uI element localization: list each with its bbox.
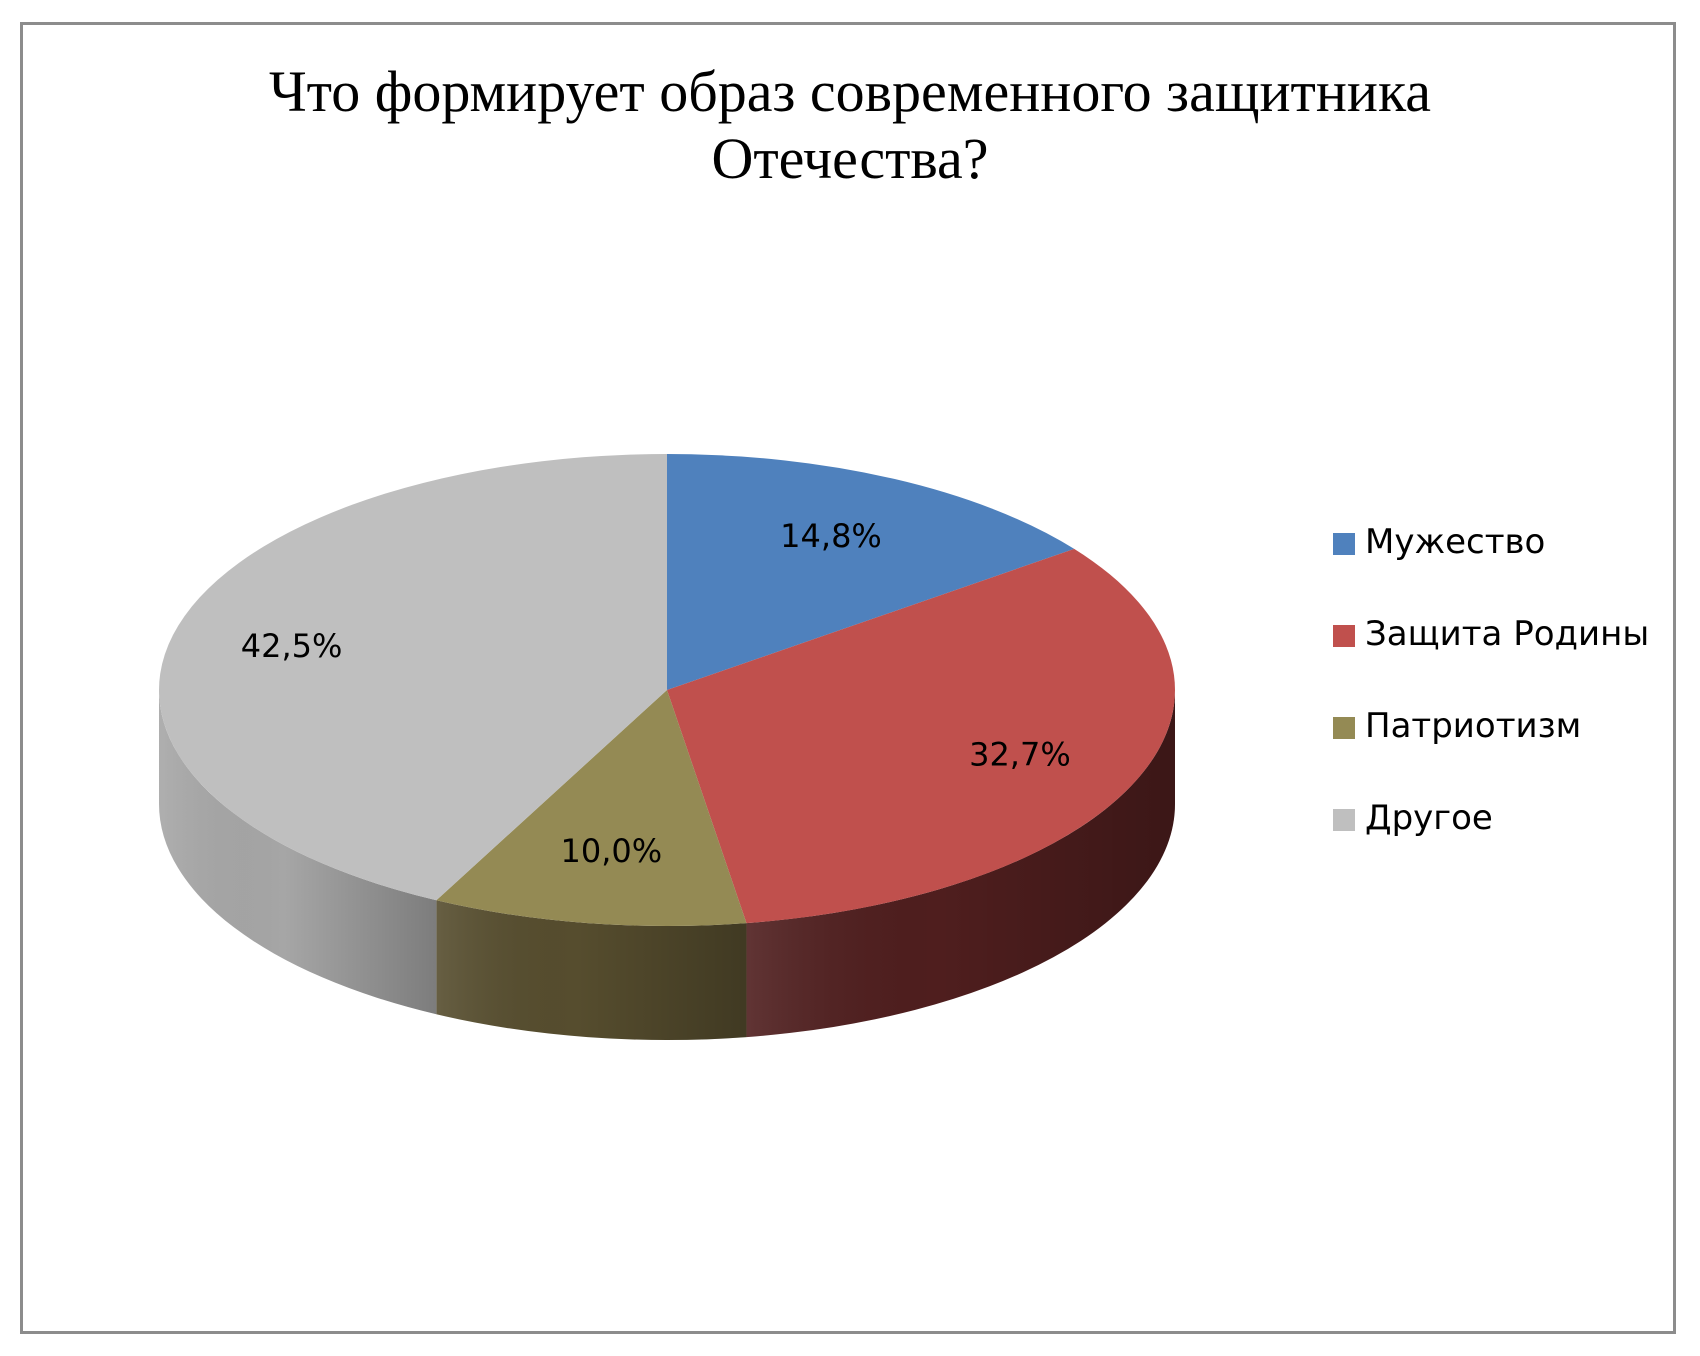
pie-data-labels: 14,8% 32,7% 10,0% 42,5% (241, 517, 1071, 870)
data-label-drugoe: 42,5% (241, 627, 343, 665)
pie-slice-patriotizm (436, 690, 747, 926)
data-label-patriotizm: 10,0% (561, 832, 663, 870)
legend-label: Защита Родины (1365, 614, 1650, 654)
pie-slice-zashchita-rodiny (667, 548, 1175, 924)
legend-swatch (1333, 809, 1355, 831)
pie-slice-drugoe (159, 454, 668, 901)
legend-swatch (1333, 533, 1355, 555)
chart-title-line-1: Что формирует образ современного защитни… (268, 59, 1431, 124)
legend-label: Мужество (1365, 522, 1546, 562)
legend-swatch (1333, 625, 1355, 647)
pie-slice-drugoe-side-shade (159, 690, 437, 1015)
pie-slice-muzhestvo (667, 454, 1075, 690)
pie-slice-patriotizm-side-shade (436, 900, 747, 1041)
chart-title-line-2: Отечества? (711, 126, 989, 191)
chart-title: Что формирует образ современного защитни… (0, 58, 1700, 192)
data-label-muzhestvo: 14,8% (780, 517, 882, 555)
pie-slices (159, 454, 1175, 926)
legend-swatch (1333, 717, 1355, 739)
pie-side-walls (159, 690, 1175, 1041)
pie-slice-zashchita-rodiny-side-shade (746, 690, 1175, 1038)
legend-label: Патриотизм (1365, 706, 1582, 746)
legend-label: Другое (1365, 798, 1493, 838)
data-label-zashchita-rodiny: 32,7% (969, 736, 1071, 774)
